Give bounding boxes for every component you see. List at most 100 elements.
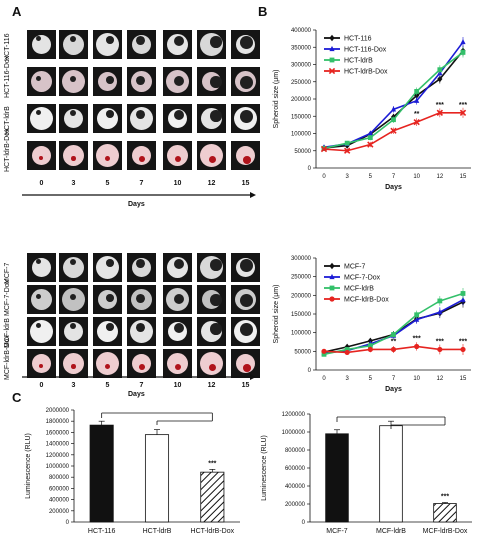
spheroid-image bbox=[93, 30, 122, 59]
day-label: 5 bbox=[105, 382, 110, 389]
spheroid-mass bbox=[136, 36, 145, 45]
spheroid-mass bbox=[240, 323, 253, 336]
spheroid-image bbox=[163, 285, 192, 314]
spheroid-mass bbox=[174, 259, 185, 270]
well-disc bbox=[200, 352, 223, 375]
spheroid-mass bbox=[106, 76, 114, 84]
data-point bbox=[344, 349, 350, 356]
data-point bbox=[390, 127, 397, 134]
data-point bbox=[391, 117, 396, 123]
spheroid-mass bbox=[106, 36, 114, 44]
treated-spheroid bbox=[243, 364, 251, 372]
data-point bbox=[390, 106, 397, 112]
y-tick-label: 250000 bbox=[291, 80, 312, 86]
y-tick-label: 300000 bbox=[291, 256, 312, 262]
spheroid-image bbox=[231, 30, 260, 59]
category-label: MCF-ldrB bbox=[376, 528, 406, 535]
spheroid-mass bbox=[106, 110, 114, 118]
spheroid-image bbox=[197, 67, 226, 96]
spheroid-image bbox=[93, 317, 122, 346]
y-tick-label: 600000 bbox=[49, 486, 70, 492]
legend-label: MCF-ldrB-Dox bbox=[344, 297, 389, 304]
spheroid-mass bbox=[70, 323, 77, 330]
legend-label: MCF-7-Dox bbox=[344, 275, 381, 282]
y-tick-label: 1200000 bbox=[282, 412, 306, 418]
spheroid-image bbox=[59, 30, 88, 59]
day-label: 7 bbox=[139, 382, 144, 389]
day-label: 10 bbox=[173, 382, 182, 389]
y-tick-label: 1200000 bbox=[46, 453, 70, 459]
spheroid-image bbox=[27, 285, 56, 314]
spheroid-image bbox=[163, 317, 192, 346]
line-chart-hct-spheroid-size: 0 50000 100000 150000 200000 250000 300000 3500… bbox=[273, 28, 471, 191]
spheroid-mass bbox=[36, 323, 41, 328]
spheroid-image bbox=[59, 317, 88, 346]
spheroid-image-grid-bottom: MCF-7 MCF-7-Dox MCF-ldrB MCF-ldrB-Dox 0 3 5 7 10… bbox=[0, 0, 260, 400]
x-tick-label: 5 bbox=[369, 376, 373, 382]
line-chart-mcf-spheroid-size: 0 50000 100000 150000 200000 250000 300000 0 3 5 7… bbox=[273, 256, 471, 393]
legend-label: HCT-ldrB-Dox bbox=[344, 69, 388, 76]
bar bbox=[379, 425, 403, 523]
significance-label: *** bbox=[459, 102, 467, 109]
spheroid-image bbox=[231, 317, 260, 346]
data-point bbox=[321, 351, 327, 357]
data-point bbox=[320, 145, 328, 153]
spheroid-mass bbox=[240, 76, 253, 89]
significance-label: *** bbox=[208, 460, 216, 467]
data-point bbox=[460, 38, 466, 45]
day-label: 15 bbox=[241, 382, 250, 389]
y-tick-label: 1400000 bbox=[46, 442, 70, 448]
y-tick-label: 300000 bbox=[291, 63, 312, 69]
y-tick-label: 150000 bbox=[291, 114, 312, 120]
category-label: HCT-ldrB bbox=[143, 528, 172, 535]
y-tick-label: 400000 bbox=[285, 484, 306, 490]
treated-spheroid bbox=[175, 364, 182, 371]
data-point bbox=[321, 348, 327, 354]
days-axis-label: Days bbox=[128, 391, 145, 398]
day-label: 15 bbox=[241, 180, 250, 187]
data-point bbox=[329, 262, 335, 270]
category-label: HCT-116 bbox=[88, 528, 116, 535]
spheroid-mass bbox=[136, 110, 145, 119]
spheroid-image bbox=[27, 317, 56, 346]
spheroid-image bbox=[163, 253, 192, 282]
data-point bbox=[329, 285, 335, 291]
y-axis-title: Luminescence (RLU) bbox=[261, 435, 268, 501]
y-tick-label: 0 bbox=[308, 368, 312, 374]
day-label: 0 bbox=[39, 180, 44, 187]
spheroid-mass bbox=[136, 294, 145, 303]
data-point bbox=[328, 67, 336, 75]
data-point bbox=[367, 130, 373, 136]
panel-label-b: B bbox=[258, 4, 268, 19]
spheroid-mass bbox=[70, 110, 77, 117]
data-point bbox=[413, 118, 420, 126]
y-tick-label: 0 bbox=[302, 520, 306, 526]
spheroid-mass bbox=[106, 294, 114, 302]
data-point bbox=[437, 298, 443, 304]
spheroid-image bbox=[59, 285, 88, 314]
well-disc bbox=[32, 354, 51, 373]
well-disc bbox=[63, 34, 84, 55]
legend-label: HCT-116 bbox=[344, 36, 372, 43]
spheroid-image bbox=[197, 349, 226, 378]
significance-label: ** bbox=[414, 111, 420, 118]
spheroid-mass bbox=[210, 323, 222, 335]
data-point bbox=[459, 109, 467, 116]
y-tick-label: 400000 bbox=[49, 498, 70, 504]
spheroid-image bbox=[93, 67, 122, 96]
spheroid-mass bbox=[70, 294, 77, 301]
y-axis-title: Luminescence (RLU) bbox=[25, 433, 32, 499]
spheroid-image bbox=[59, 253, 88, 282]
spheroid-mass bbox=[70, 259, 77, 266]
treated-spheroid bbox=[139, 364, 145, 370]
data-point bbox=[414, 89, 420, 94]
y-tick-label: 200000 bbox=[49, 509, 70, 515]
data-point bbox=[344, 147, 351, 154]
spheroid-image bbox=[27, 349, 56, 378]
spheroid-image bbox=[127, 141, 156, 170]
well-disc bbox=[132, 354, 151, 373]
spheroid-image bbox=[197, 104, 226, 133]
well-disc bbox=[30, 107, 53, 130]
well-disc bbox=[63, 257, 84, 278]
spheroid-mass bbox=[136, 259, 145, 268]
